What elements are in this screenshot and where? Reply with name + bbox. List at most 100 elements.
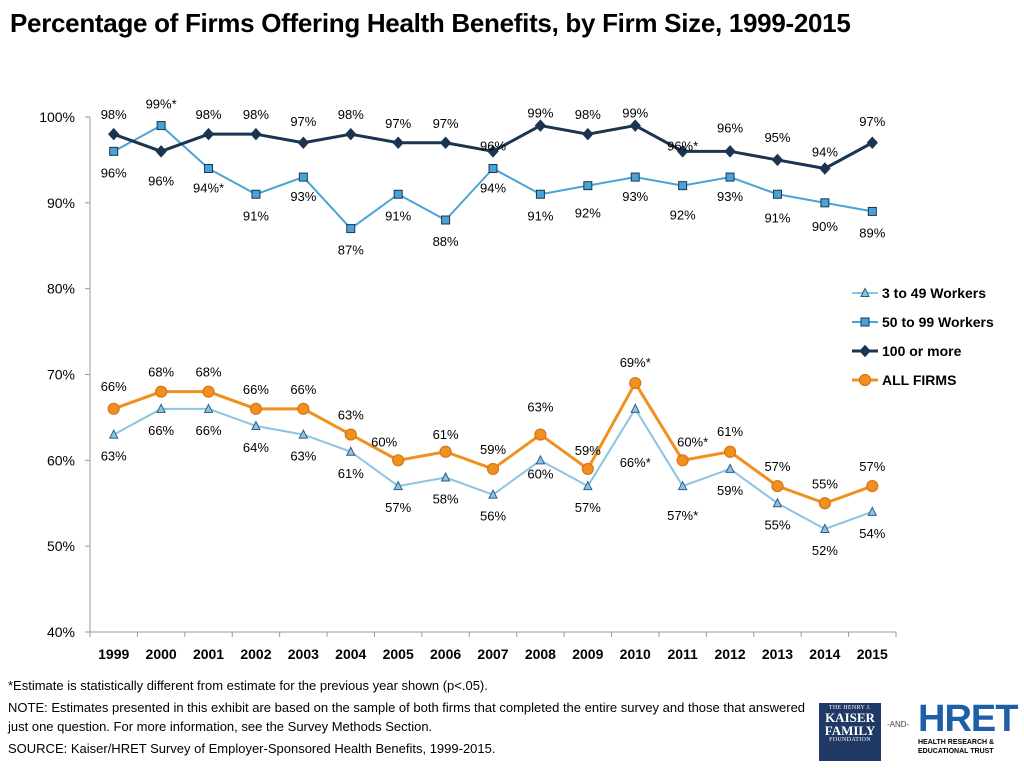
data-point-3-to-49-workers xyxy=(393,480,403,491)
kff-logo-line4: FOUNDATION xyxy=(829,737,871,743)
data-point-all-firms xyxy=(818,497,831,510)
data-label-50-to-99-workers: 94% xyxy=(480,181,506,196)
data-label-100-or-more: 95% xyxy=(764,130,790,145)
data-point-50-to-99-workers xyxy=(346,224,356,234)
data-point-3-to-49-workers xyxy=(298,428,309,439)
hret-logo-line2: EDUCATIONAL TRUST xyxy=(918,748,994,755)
data-point-3-to-49-workers xyxy=(345,446,356,456)
data-point-100-or-more xyxy=(819,162,831,175)
data-point-3-to-49-workers xyxy=(535,454,546,465)
data-point-50-to-99-workers xyxy=(393,189,403,199)
data-point-50-to-99-workers xyxy=(298,172,308,182)
data-point-100-or-more xyxy=(629,119,641,132)
notes-section: *Estimate is statistically different fro… xyxy=(8,676,808,761)
data-point-3-to-49-workers xyxy=(156,403,166,413)
data-label-all-firms: 55% xyxy=(812,476,838,491)
y-tick-label: 100% xyxy=(39,109,75,125)
data-label-3-to-49-workers: 60% xyxy=(527,466,553,481)
kff-logo-line1: THE HENRY J. xyxy=(828,705,872,711)
data-label-50-to-99-workers: 99%* xyxy=(146,97,177,112)
data-label-50-to-99-workers: 91% xyxy=(385,208,411,223)
data-label-100-or-more: 97% xyxy=(385,116,411,131)
data-point-3-to-49-workers xyxy=(772,497,783,508)
data-point-100-or-more xyxy=(582,127,594,141)
data-label-all-firms: 61% xyxy=(433,427,459,442)
data-label-50-to-99-workers: 91% xyxy=(527,208,553,223)
chart-title: Percentage of Firms Offering Health Bene… xyxy=(10,8,851,38)
data-label-100-or-more: 98% xyxy=(101,107,127,122)
x-tick-label: 1999 xyxy=(98,646,129,662)
data-point-100-or-more xyxy=(487,145,499,158)
x-tick-label: 2006 xyxy=(430,646,461,662)
legend-marker-3-to-49-workers xyxy=(860,287,870,297)
data-point-3-to-49-workers xyxy=(583,480,593,491)
data-label-50-to-99-workers: 91% xyxy=(764,210,790,225)
data-label-all-firms: 66% xyxy=(101,379,127,394)
data-label-3-to-49-workers: 58% xyxy=(433,492,459,507)
legend-marker-100-or-more xyxy=(859,344,871,358)
data-label-all-firms: 66% xyxy=(243,382,269,397)
x-tick-label: 2012 xyxy=(714,646,745,662)
x-tick-label: 2001 xyxy=(193,646,224,662)
data-point-3-to-49-workers xyxy=(251,420,261,430)
data-point-50-to-99-workers xyxy=(441,215,451,225)
kff-logo-line2: KAISER xyxy=(825,710,875,725)
data-label-50-to-99-workers: 87% xyxy=(338,243,364,258)
data-label-all-firms: 63% xyxy=(338,408,364,423)
data-label-all-firms: 59% xyxy=(575,443,601,458)
data-point-50-to-99-workers xyxy=(867,206,877,216)
x-tick-label: 2008 xyxy=(525,646,556,662)
data-label-3-to-49-workers: 63% xyxy=(101,449,127,464)
data-label-3-to-49-workers: 64% xyxy=(243,440,269,455)
data-point-3-to-49-workers xyxy=(867,506,878,516)
data-label-50-to-99-workers: 92% xyxy=(575,206,601,221)
data-label-all-firms: 61% xyxy=(717,424,743,439)
data-point-50-to-99-workers xyxy=(820,198,830,208)
legend-marker-50-to-99-workers xyxy=(860,317,870,327)
data-point-50-to-99-workers xyxy=(251,189,261,199)
data-point-3-to-49-workers xyxy=(630,403,641,413)
legend-label-100-or-more: 100 or more xyxy=(882,343,962,359)
data-label-50-to-99-workers: 91% xyxy=(243,208,269,223)
data-label-100-or-more: 94% xyxy=(812,145,838,160)
x-tick-label: 2011 xyxy=(667,646,698,662)
data-label-all-firms: 57% xyxy=(859,459,885,474)
x-tick-label: 2013 xyxy=(762,646,793,662)
data-label-all-firms: 68% xyxy=(196,365,222,380)
data-point-100-or-more xyxy=(250,127,262,141)
legend-label-3-to-49-workers: 3 to 49 Workers xyxy=(882,285,986,301)
data-point-50-to-99-workers xyxy=(583,181,593,191)
source-text: SOURCE: Kaiser/HRET Survey of Employer-S… xyxy=(8,741,496,756)
data-label-3-to-49-workers: 66% xyxy=(148,423,174,438)
data-point-3-to-49-workers xyxy=(488,489,498,499)
data-label-100-or-more: 98% xyxy=(338,107,364,122)
data-point-100-or-more xyxy=(771,153,784,167)
data-label-3-to-49-workers: 56% xyxy=(480,509,506,524)
data-label-50-to-99-workers: 88% xyxy=(433,234,459,249)
y-tick-label: 60% xyxy=(47,452,75,468)
data-point-100-or-more xyxy=(392,136,404,149)
hret-logo: HRET HEALTH RESEARCH & EDUCATIONAL TRUST xyxy=(918,700,1024,756)
kff-logo-line3: FAMILY xyxy=(824,723,876,738)
data-point-3-to-49-workers xyxy=(820,523,830,533)
data-point-50-to-99-workers xyxy=(772,189,782,199)
x-tick-label: 2002 xyxy=(240,646,271,662)
data-point-3-to-49-workers xyxy=(725,463,735,473)
data-point-100-or-more xyxy=(345,127,357,141)
data-point-50-to-99-workers xyxy=(535,189,545,199)
legend-label-50-to-99-workers: 50 to 99 Workers xyxy=(882,314,994,330)
logo-and-text: -AND- xyxy=(887,720,910,729)
data-label-100-or-more: 97% xyxy=(433,116,459,131)
x-tick-label: 2014 xyxy=(809,646,840,662)
data-point-all-firms xyxy=(297,402,310,415)
x-tick-label: 2000 xyxy=(146,646,177,662)
data-label-3-to-49-workers: 55% xyxy=(764,517,790,532)
data-label-50-to-99-workers: 90% xyxy=(812,219,838,234)
data-point-100-or-more xyxy=(534,119,547,132)
x-tick-label: 2007 xyxy=(477,646,508,662)
data-label-all-firms: 57% xyxy=(764,459,790,474)
data-label-3-to-49-workers: 61% xyxy=(338,466,364,481)
data-point-100-or-more xyxy=(724,145,736,158)
data-point-50-to-99-workers xyxy=(630,172,640,182)
data-point-all-firms xyxy=(581,462,594,476)
